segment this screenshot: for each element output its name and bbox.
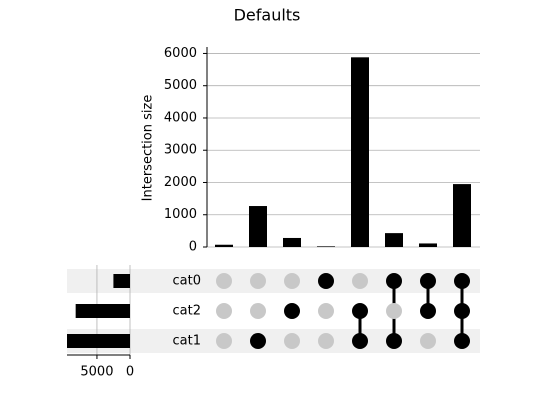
dot-on [284,303,300,319]
set-bar [67,334,130,348]
set-label: cat1 [173,334,201,349]
row-shade [67,269,480,293]
bar [215,244,233,247]
dot-on [420,303,436,319]
y-tick-label: 0 [189,240,197,255]
dot-on [420,273,436,289]
dot-off [216,333,232,349]
dot-on [386,273,402,289]
dot-off [352,273,368,289]
dot-off [420,333,436,349]
dot-on [352,303,368,319]
y-tick-label: 3000 [164,143,197,158]
set-bar [113,274,130,288]
set-label: cat0 [173,274,201,289]
bar [453,184,471,247]
dot-off [318,333,334,349]
dot-on [386,333,402,349]
bar [419,243,437,247]
dot-on [318,273,334,289]
dot-off [250,303,266,319]
chart-title: Defaults [234,6,301,25]
dot-off [386,303,402,319]
y-tick-label: 2000 [164,175,197,190]
dot-off [284,333,300,349]
set-bar [75,304,130,318]
y-tick-label: 6000 [164,46,197,61]
x-tick-label: 0 [126,365,134,380]
dot-on [454,273,470,289]
y-tick-label: 1000 [164,207,197,222]
bar [385,233,403,247]
dot-on [352,333,368,349]
x-tick-label: 5000 [80,365,113,380]
dot-off [284,273,300,289]
row-shade [67,329,480,353]
dot-on [454,303,470,319]
dot-off [250,273,266,289]
bar [283,237,301,247]
dot-on [250,333,266,349]
dot-off [318,303,334,319]
bar [351,57,369,247]
bar [249,206,267,247]
dot-off [216,273,232,289]
set-label: cat2 [173,304,201,319]
y-axis-label: Intersection size [141,95,156,202]
bar [317,246,335,247]
dot-on [454,333,470,349]
dot-off [216,303,232,319]
y-tick-label: 5000 [164,78,197,93]
y-tick-label: 4000 [164,110,197,125]
